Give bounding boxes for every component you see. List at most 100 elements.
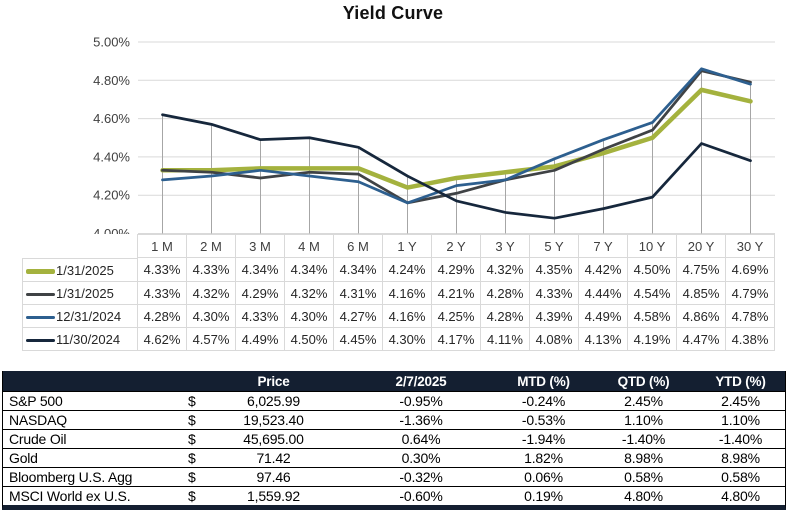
market-value-cell: 1.82% [496, 448, 591, 467]
currency-symbol: $ [186, 429, 201, 448]
yield-value-cell: 4.32% [285, 282, 334, 305]
yield-value-cell: 4.78% [726, 305, 775, 328]
yield-value-cell: 4.34% [236, 258, 285, 282]
market-value-cell: -0.53% [496, 410, 591, 429]
legend-line-swatch [26, 315, 55, 319]
market-value-cell: 1.10% [591, 410, 696, 429]
currency-symbol: $ [186, 448, 201, 467]
x-axis-tick-label: 20 Y [677, 234, 726, 258]
legend-data-row: 11/30/2024 4.62% 4.57% 4.49% 4.50% 4.45% 4.30%… [22, 328, 775, 351]
instrument-name: S&P 500 [3, 391, 186, 410]
yield-value-cell: 4.35% [530, 258, 579, 282]
x-axis-tick-label: 1 M [138, 234, 187, 258]
market-table-header-row: Price 2/7/2025 MTD (%) QTD (%) YTD (%) [3, 371, 785, 391]
yield-curve-chart: 4.00% 4.20% 4.40% 4.60% 4.80% 5.00% [93, 35, 775, 234]
axis-row-corner-cell [22, 234, 138, 258]
yield-value-cell: 4.33% [138, 258, 187, 282]
market-value-cell: 0.64% [346, 429, 496, 448]
series-legend-cell: 12/31/2024 [22, 305, 138, 328]
instrument-name: Crude Oil [3, 429, 186, 448]
market-value-cell: 2.45% [591, 391, 696, 410]
yield-value-cell: 4.24% [383, 258, 432, 282]
yield-value-cell: 4.50% [628, 258, 677, 282]
x-axis-tick-label: 3 M [236, 234, 285, 258]
market-value-cell: 4.80% [696, 486, 785, 505]
yield-value-cell: 4.32% [187, 282, 236, 305]
yield-value-cell: 4.42% [579, 258, 628, 282]
yield-value-cell: 4.62% [138, 328, 187, 351]
series-date-label: 11/30/2024 [56, 331, 121, 347]
yield-value-cell: 4.39% [530, 305, 579, 328]
market-value-cell: 0.06% [496, 467, 591, 486]
yield-value-cell: 4.30% [285, 305, 334, 328]
yield-value-cell: 4.28% [481, 305, 530, 328]
yield-value-cell: 4.30% [383, 328, 432, 351]
yield-value-cell: 4.16% [383, 282, 432, 305]
yield-value-cell: 4.85% [677, 282, 726, 305]
market-value-cell: 8.98% [696, 448, 785, 467]
series-line-1 [161, 69, 752, 205]
series-date-label: 1/31/2025 [56, 285, 114, 301]
yield-value-cell: 4.31% [334, 282, 383, 305]
x-axis-tick-label: 7 Y [579, 234, 628, 258]
yield-value-cell: 4.44% [579, 282, 628, 305]
market-column-header: 2/7/2025 [346, 371, 496, 391]
instrument-name: MSCI World ex U.S. [3, 486, 186, 505]
market-value-cell: 19,523.40 [201, 410, 346, 429]
yield-value-cell: 4.33% [187, 258, 236, 282]
market-value-cell: 1,559.92 [201, 486, 346, 505]
x-axis-tick-label: 10 Y [628, 234, 677, 258]
x-axis-tick-label: 2 Y [432, 234, 481, 258]
market-table-row: NASDAQ $19,523.40 -1.36% -0.53% 1.10% 1.10% [3, 410, 785, 429]
market-value-cell: 0.19% [496, 486, 591, 505]
instrument-name: NASDAQ [3, 410, 186, 429]
yield-value-cell: 4.33% [530, 282, 579, 305]
market-value-cell: 4.80% [591, 486, 696, 505]
yield-value-cell: 4.28% [138, 305, 187, 328]
y-axis-tick-label: 4.20% [93, 188, 130, 203]
yield-value-cell: 4.47% [677, 328, 726, 351]
market-value-cell: 0.58% [591, 467, 696, 486]
market-value-cell: 6,025.99 [201, 391, 346, 410]
currency-symbol: $ [186, 467, 201, 486]
x-axis-tick-label: 30 Y [726, 234, 775, 258]
legend-data-row: 12/31/2024 4.28% 4.30% 4.33% 4.30% 4.27% 4.16%… [22, 305, 775, 328]
yield-value-cell: 4.33% [236, 305, 285, 328]
series-line-2 [161, 67, 752, 205]
yield-value-cell: 4.29% [432, 258, 481, 282]
x-axis-tick-label: 3 Y [481, 234, 530, 258]
chart-title: Yield Curve [342, 3, 444, 23]
series-legend-cell: 1/31/2025 [22, 282, 138, 305]
yield-value-cell: 4.69% [726, 258, 775, 282]
yield-value-cell: 4.75% [677, 258, 726, 282]
market-column-header: QTD (%) [591, 371, 696, 391]
market-column-header [3, 371, 186, 391]
yield-value-cell: 4.34% [334, 258, 383, 282]
legend-data-row: 1/31/2025 4.33% 4.32% 4.29% 4.32% 4.31% 4.16% 4… [22, 282, 775, 305]
market-value-cell: 0.58% [696, 467, 785, 486]
yield-value-cell: 4.25% [432, 305, 481, 328]
yield-value-cell: 4.21% [432, 282, 481, 305]
market-table-row: Crude Oil $45,695.00 0.64% -1.94% -1.40% -1.4… [3, 429, 785, 448]
market-value-cell: -0.24% [496, 391, 591, 410]
series-line-0 [160, 87, 753, 190]
market-column-header: Price [201, 371, 346, 391]
market-summary-table: Price 2/7/2025 MTD (%) QTD (%) YTD (%) S&P 50… [2, 371, 786, 510]
market-value-cell: -1.94% [496, 429, 591, 448]
yield-value-cell: 4.50% [285, 328, 334, 351]
x-axis-tick-label: 4 M [285, 234, 334, 258]
currency-symbol: $ [186, 391, 201, 410]
yield-value-cell: 4.16% [383, 305, 432, 328]
yield-value-cell: 4.34% [285, 258, 334, 282]
yield-value-cell: 4.13% [579, 328, 628, 351]
market-value-cell: -0.95% [346, 391, 496, 410]
instrument-name: Bloomberg U.S. Agg [3, 467, 186, 486]
currency-symbol: $ [186, 410, 201, 429]
yield-value-cell: 4.49% [236, 328, 285, 351]
y-axis-tick-label: 5.00% [93, 35, 130, 50]
market-table-row: MSCI World ex U.S. $1,559.92 -0.60% 0.19% 4.… [3, 486, 785, 505]
market-table-row: Gold $71.42 0.30% 1.82% 8.98% 8.98% [3, 448, 785, 467]
yield-value-cell: 4.30% [187, 305, 236, 328]
